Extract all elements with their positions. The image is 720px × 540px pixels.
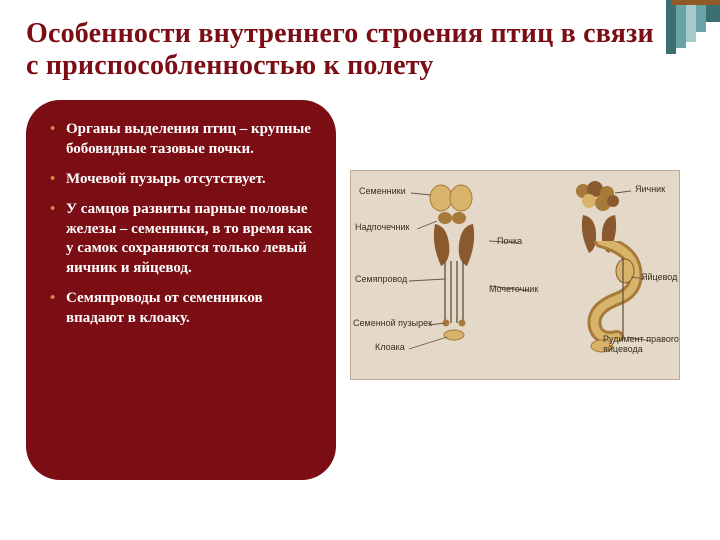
list-item: Мочевой пузырь отсутствует. bbox=[48, 170, 318, 190]
bullet-text: Мочевой пузырь отсутствует. bbox=[66, 171, 266, 187]
ducts-shape bbox=[441, 261, 467, 341]
anatomy-figure: Семенники Надпочечник Почка Семяпровод М… bbox=[350, 170, 680, 380]
label-yaichnik: Яичник bbox=[635, 185, 665, 194]
oviduct-shape bbox=[581, 241, 653, 341]
testes-shape bbox=[429, 183, 473, 213]
bullet-card: Органы выделения птиц – крупные бобовидн… bbox=[26, 100, 336, 480]
label-semennoy-puzyrek: Семенной пузырек bbox=[353, 319, 432, 328]
list-item: Семяпроводы от семенников впадают в клоа… bbox=[48, 289, 318, 329]
bullet-list: Органы выделения птиц – крупные бобовидн… bbox=[48, 120, 318, 328]
label-kloaka: Клоака bbox=[375, 343, 405, 352]
label-semenniki: Семенники bbox=[359, 187, 406, 196]
bullet-text: У самцов развиты парные половые железы –… bbox=[66, 201, 312, 276]
label-semyaprovod: Семяпровод bbox=[355, 275, 407, 284]
ovary-shape bbox=[573, 181, 621, 215]
label-mochetochnik: Мочеточник bbox=[489, 285, 538, 294]
list-item: У самцов развиты парные половые железы –… bbox=[48, 200, 318, 279]
content-row: Органы выделения птиц – крупные бобовидн… bbox=[26, 100, 694, 480]
slide-title: Особенности внутреннего строения птиц в … bbox=[26, 18, 694, 82]
label-nadpochechnik: Надпочечник bbox=[355, 223, 409, 232]
label-yaitsevod: Яйцевод bbox=[641, 273, 677, 282]
label-pochka: Почка bbox=[497, 237, 522, 246]
corner-decoration bbox=[666, 0, 720, 54]
label-rudiment: Рудимент правого яйцевода bbox=[603, 335, 679, 354]
bullet-text: Семяпроводы от семенников впадают в клоа… bbox=[66, 290, 263, 326]
rudiment-shape bbox=[619, 257, 627, 339]
list-item: Органы выделения птиц – крупные бобовидн… bbox=[48, 120, 318, 160]
bullet-text: Органы выделения птиц – крупные бобовидн… bbox=[66, 121, 311, 157]
